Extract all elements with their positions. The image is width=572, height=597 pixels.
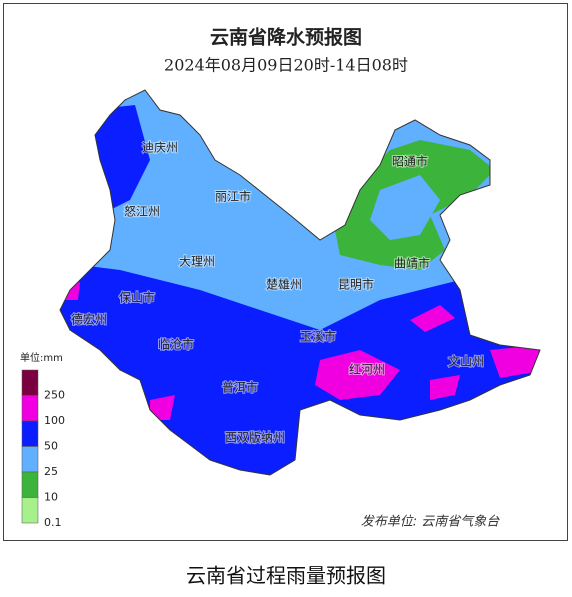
legend-label: 0.1 xyxy=(44,516,62,529)
legend-label: 100 xyxy=(44,414,65,427)
region-label: 大理州 xyxy=(179,255,215,269)
legend: 250 100 50 25 10 0.1 xyxy=(21,369,65,529)
map-subtitle: 2024年08月09日20时-14日08时 xyxy=(164,56,408,75)
publisher: 发布单位: 云南省气象台 xyxy=(361,514,501,530)
region-label: 红河州 xyxy=(349,362,385,377)
region-label: 昭通市 xyxy=(392,154,428,169)
legend-swatch xyxy=(21,369,39,396)
region-label: 德宏州 xyxy=(71,312,107,327)
region-label: 曲靖市 xyxy=(394,256,430,271)
region-label: 西双版纳州 xyxy=(225,431,285,445)
legend-swatch xyxy=(21,395,39,422)
caption: 云南省过程雨量预报图 xyxy=(186,564,386,588)
legend-swatch xyxy=(21,446,39,473)
map-title: 云南省降水预报图 xyxy=(210,26,362,49)
legend-unit: 单位:mm xyxy=(20,351,63,364)
region-label: 保山市 xyxy=(119,290,155,305)
region-label: 玉溪市 xyxy=(300,329,336,344)
legend-swatch xyxy=(21,471,39,498)
region-label: 丽江市 xyxy=(215,189,251,204)
region-label: 普洱市 xyxy=(222,380,258,395)
legend-swatch xyxy=(21,420,39,447)
legend-label: 50 xyxy=(44,440,58,453)
region-label: 楚雄州 xyxy=(266,277,302,292)
region-label: 文山州 xyxy=(448,354,484,369)
legend-swatch xyxy=(21,497,39,524)
region-label: 临沧市 xyxy=(158,337,194,352)
legend-label: 10 xyxy=(44,491,58,504)
legend-label: 25 xyxy=(44,465,58,478)
region-label: 昆明市 xyxy=(338,277,374,292)
region-label: 怒江州 xyxy=(124,204,160,219)
legend-label: 250 xyxy=(44,389,65,402)
region-label: 迪庆州 xyxy=(142,141,178,155)
